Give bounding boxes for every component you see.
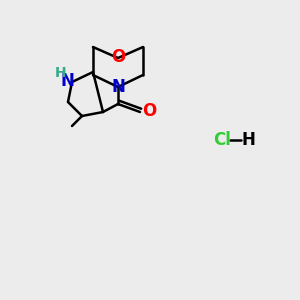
Text: H: H [55, 66, 67, 80]
Text: N: N [111, 78, 125, 96]
Text: O: O [142, 102, 156, 120]
Text: N: N [60, 72, 74, 90]
Text: H: H [241, 131, 255, 149]
Text: Cl: Cl [213, 131, 231, 149]
Text: O: O [111, 48, 125, 66]
